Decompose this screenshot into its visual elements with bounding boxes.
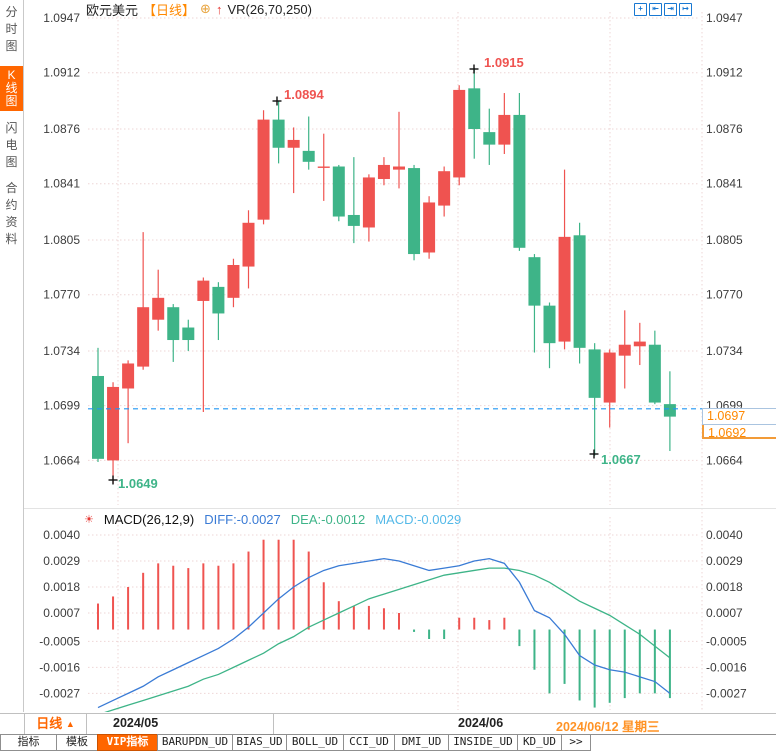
svg-text:1.0912: 1.0912: [43, 66, 80, 80]
svg-text:0.0018: 0.0018: [706, 580, 743, 594]
indicator-tab-bar: 指标 模板 VIP指标 BARUPDN_UD BIAS_UD BOLL_UD CCI_UD D…: [0, 734, 776, 751]
svg-text:1.0734: 1.0734: [43, 344, 80, 358]
annotation-cross-markers: [108, 64, 599, 485]
svg-text:-0.0005: -0.0005: [706, 634, 747, 648]
period-label: 日线: [36, 716, 63, 731]
period-tag: 【日线】: [143, 2, 196, 18]
svg-text:1.0947: 1.0947: [706, 11, 743, 25]
svg-text:-0.0016: -0.0016: [39, 660, 80, 674]
svg-text:-0.0027: -0.0027: [706, 686, 747, 700]
macd-macd-value: MACD:-0.0029: [375, 512, 462, 527]
high-price-label-1: 1.0894: [284, 87, 324, 102]
svg-text:-0.0005: -0.0005: [39, 634, 80, 648]
macd-histogram: [97, 539, 671, 708]
overlay-indicator-label: VR(26,70,250): [227, 1, 312, 17]
tab-vip[interactable]: VIP指标: [97, 734, 158, 751]
svg-text:0.0029: 0.0029: [706, 554, 743, 568]
svg-text:1.0770: 1.0770: [706, 288, 743, 302]
svg-text:1.0664: 1.0664: [706, 453, 743, 467]
svg-text:-0.0027: -0.0027: [39, 686, 80, 700]
tab-bar-filler: [590, 734, 776, 751]
svg-text:0.0007: 0.0007: [706, 606, 743, 620]
svg-text:1.0664: 1.0664: [43, 453, 80, 467]
svg-text:1.0805: 1.0805: [43, 233, 80, 247]
period-arrow-icon: ▲: [65, 719, 75, 729]
svg-text:1.0876: 1.0876: [706, 122, 743, 136]
dea-line: [104, 567, 671, 712]
tab-kd_ud[interactable]: KD_UD: [517, 734, 562, 751]
date-label: 2024/05: [113, 716, 159, 730]
macd-grid: 0.0040 0.0040 0.0029 0.0029 0.0018 0.0018 0.00…: [39, 528, 747, 700]
left-sidebar: 分 时 图 K 线 图闪 电 图合 约 资 料: [0, 0, 24, 712]
svg-text:1.0947: 1.0947: [43, 11, 80, 25]
svg-text:1.0841: 1.0841: [706, 177, 743, 191]
svg-text:1.0734: 1.0734: [706, 344, 743, 358]
main-price-grid: 1.0947 1.0947 1.0912 1.0912 1.0876 1.0876 1.08…: [43, 11, 743, 467]
svg-text:1.0912: 1.0912: [706, 66, 743, 80]
macd-header: ☀ MACD(26,12,9) DIFF:-0.0027 DEA:-0.0012…: [84, 512, 461, 527]
tab-[interactable]: 指标: [0, 734, 57, 751]
svg-text:0.0007: 0.0007: [43, 606, 80, 620]
svg-text:1.0699: 1.0699: [43, 399, 80, 413]
macd-lines: [97, 557, 671, 712]
low-price-label-1: 1.0649: [118, 476, 158, 491]
macd-title: MACD(26,12,9): [103, 512, 195, 527]
price-line-badge: 1.0697: [702, 408, 776, 425]
macd-dea-value: DEA:-0.0012: [290, 512, 366, 527]
indicator-settings-icon[interactable]: ☀: [84, 514, 94, 526]
tab-boll_ud[interactable]: BOLL_UD: [286, 734, 344, 751]
svg-text:1.0805: 1.0805: [706, 233, 743, 247]
svg-text:-0.0016: -0.0016: [706, 660, 747, 674]
add-indicator-icon[interactable]: ⊕: [200, 1, 211, 16]
tab-[interactable]: >>: [561, 734, 591, 751]
up-arrow-icon: ↑: [215, 1, 223, 17]
tab-bias_ud[interactable]: BIAS_UD: [232, 734, 287, 751]
shrink-bars-icon[interactable]: ⇤: [649, 3, 662, 16]
sidebar-item-time-chart[interactable]: 分 时 图: [5, 5, 18, 53]
time-axis-row: 日线 ▲ 2024/05 2024/06 2024/06/12 星期三: [0, 713, 776, 734]
candlestick-layer: [92, 68, 676, 484]
tab-cci_ud[interactable]: CCI_UD: [343, 734, 395, 751]
date-label: 2024/06/12 星期三: [556, 720, 660, 734]
last-price-badge: 1.0692: [702, 424, 776, 439]
high-price-label-2: 1.0915: [484, 55, 524, 70]
svg-text:0.0018: 0.0018: [43, 580, 80, 594]
sidebar-item-kline-chart[interactable]: K 线 图: [0, 66, 23, 111]
tab-barupdn_ud[interactable]: BARUPDN_UD: [157, 734, 233, 751]
symbol-name: 欧元美元: [86, 2, 139, 18]
svg-text:0.0029: 0.0029: [43, 554, 80, 568]
low-price-label-2: 1.0667: [601, 452, 641, 467]
diff-line: [97, 557, 671, 709]
macd-diff-value: DIFF:-0.0027: [204, 512, 281, 527]
chart-canvas[interactable]: 1.0947 1.0947 1.0912 1.0912 1.0876 1.0876 1.08…: [0, 0, 776, 713]
sidebar-item-contract-info[interactable]: 合 约 资 料: [5, 181, 18, 246]
period-selector[interactable]: 日线 ▲: [24, 714, 87, 734]
tab-dmi_ud[interactable]: DMI_UD: [394, 734, 449, 751]
svg-text:0.0040: 0.0040: [43, 528, 80, 542]
pan-icon[interactable]: +: [634, 3, 647, 16]
svg-text:1.0841: 1.0841: [43, 177, 80, 191]
axis-divider: [273, 714, 274, 734]
date-label: 2024/06: [458, 716, 504, 730]
svg-text:1.0876: 1.0876: [43, 122, 80, 136]
chart-toolbar: + ⇤ ⇥ ↦: [634, 3, 692, 16]
svg-text:1.0770: 1.0770: [43, 288, 80, 302]
tab-inside_ud[interactable]: INSIDE_UD: [448, 734, 518, 751]
tab-[interactable]: 模板: [56, 734, 98, 751]
goto-latest-icon[interactable]: ↦: [679, 3, 692, 16]
sidebar-item-flash-chart[interactable]: 闪 电 图: [5, 121, 18, 169]
chart-title-row: 欧元美元 【日线】 ⊕ ↑ VR(26,70,250): [86, 1, 312, 18]
svg-text:0.0040: 0.0040: [706, 528, 743, 542]
expand-bars-icon[interactable]: ⇥: [664, 3, 677, 16]
